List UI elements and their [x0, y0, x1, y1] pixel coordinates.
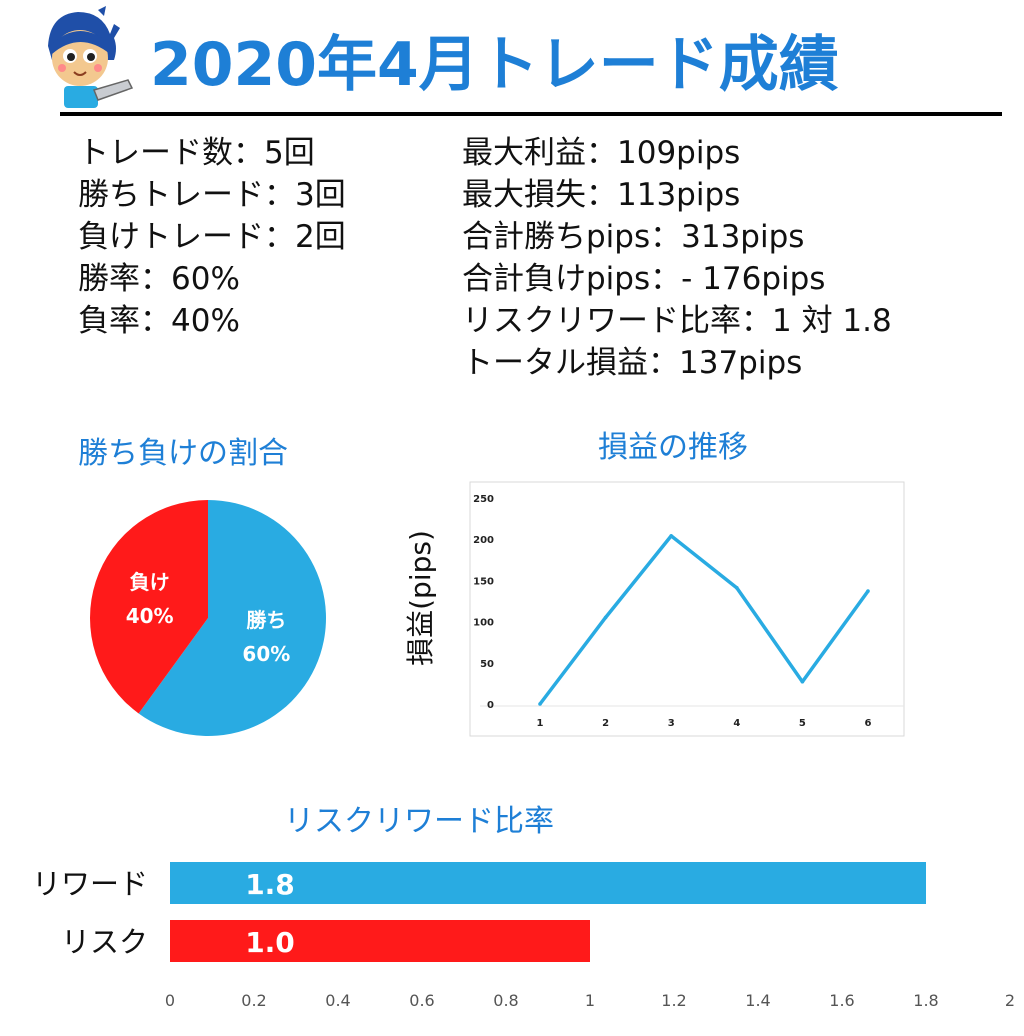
data-point [735, 586, 739, 590]
x-tick-label: 1 [537, 718, 544, 729]
bar-category-label: リスク [61, 925, 148, 959]
stat-total-win-pips: 合計勝ちpips：313pips [462, 219, 805, 255]
x-tick-label: 5 [799, 718, 806, 729]
stat-win-trades: 勝ちトレード：3回 [78, 177, 346, 213]
stat-loss-trades: 負けトレード：2回 [78, 219, 346, 255]
pie-slice-label: 勝ち [246, 608, 286, 632]
x-tick-label: 1.4 [745, 991, 770, 1010]
x-tick-label: 1.2 [661, 991, 686, 1010]
pie-slice-value: 60% [242, 642, 290, 666]
bar-value-label: 1.0 [245, 926, 295, 959]
x-tick-label: 1 [585, 991, 595, 1010]
x-tick-label: 0 [165, 991, 175, 1010]
data-point [800, 679, 805, 684]
y-tick-label: 0 [487, 700, 494, 711]
stat-loss-rate: 負率：40% [78, 303, 240, 339]
stat-trade-count: トレード数：5回 [78, 135, 315, 171]
stat-max-loss: 最大損失：113pips [462, 177, 741, 213]
series-line [538, 534, 870, 706]
x-tick-label: 6 [865, 718, 872, 729]
page-title: 2020年4月トレード成績 [150, 30, 839, 100]
bar-chart: リワード 1.8 リスク 1.0 0 0.2 0.4 0.6 0.8 1 1.2 1.4 1.6 1.8 2 [32, 862, 1015, 1010]
data-point [603, 615, 608, 620]
y-tick-label: 150 [473, 576, 494, 587]
x-tick-label: 2 [602, 718, 609, 729]
x-tick-label: 0.6 [409, 991, 434, 1010]
bar-chart-title: リスクリワード比率 [284, 804, 554, 839]
stat-total-pnl: トータル損益：137pips [462, 345, 803, 381]
line-chart: 0 50 100 150 200 250 1 2 3 4 5 6 損益(pips) [404, 481, 905, 737]
pie-chart-title: 勝ち負けの割合 [78, 436, 288, 471]
data-point [538, 702, 542, 706]
mascot-logo [48, 6, 134, 108]
data-point [669, 534, 673, 538]
stat-total-loss-pips: 合計負けpips：- 176pips [462, 261, 826, 297]
pie-slice-value: 40% [126, 604, 174, 628]
x-tick-label: 0.8 [493, 991, 518, 1010]
title-divider [60, 112, 1002, 116]
x-tick-label: 0.4 [325, 991, 350, 1010]
y-tick-label: 250 [473, 494, 494, 505]
y-tick-label: 200 [473, 535, 494, 546]
y-tick-label: 50 [480, 659, 494, 670]
stat-risk-reward: リスクリワード比率：1 対 1.8 [462, 303, 892, 339]
y-tick-label: 100 [473, 618, 494, 629]
bar-category-label: リワード [32, 867, 148, 901]
x-tick-label: 3 [668, 718, 675, 729]
x-tick-label: 4 [733, 718, 740, 729]
y-axis-title: 損益(pips) [404, 530, 437, 666]
pie-chart: 勝ち 60% 負け 40% [90, 500, 326, 736]
pie-slice-label: 負け [130, 570, 170, 594]
stat-win-rate: 勝率：60% [78, 261, 240, 297]
line-chart-title: 損益の推移 [598, 430, 748, 465]
x-tick-label: 1.6 [829, 991, 854, 1010]
x-tick-label: 1.8 [913, 991, 938, 1010]
pie-slice [90, 500, 208, 714]
x-tick-label: 2 [1005, 991, 1015, 1010]
x-tick-label: 0.2 [241, 991, 266, 1010]
stat-max-profit: 最大利益：109pips [462, 135, 741, 171]
data-point [866, 589, 870, 593]
bar [170, 862, 926, 904]
bar [170, 920, 590, 962]
plot-frame [469, 481, 905, 737]
bar-value-label: 1.8 [245, 868, 295, 901]
pie-slice [138, 500, 326, 736]
